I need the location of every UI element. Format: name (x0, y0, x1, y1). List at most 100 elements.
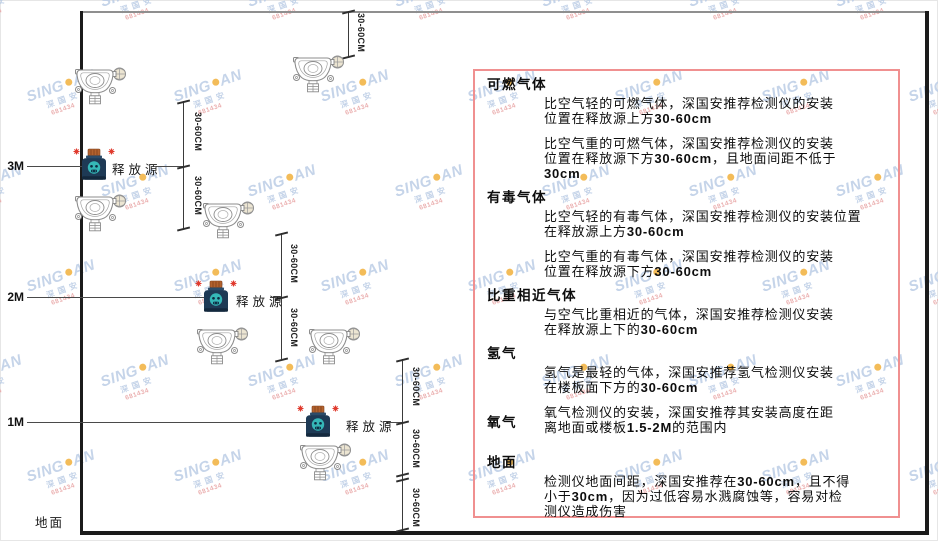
paragraph: 与空气比重相近的气体，深国安推荐检测仪安装 在释放源上下的30-60cm (544, 307, 886, 337)
dim-label: 30-60CM (356, 13, 366, 53)
text-line: 比空气重的可燃气体，深国安推荐检测仪的安装 (544, 136, 834, 151)
brand-dot-icon (432, 173, 442, 182)
left-wall-line (80, 11, 83, 533)
brand-dot-icon (211, 458, 221, 467)
paragraph: 比空气轻的有毒气体，深国安推荐检测仪的安装位置 在释放源上方30-60cm (544, 209, 886, 239)
dim-tick (176, 226, 190, 232)
section-hydrogen: 氢气 氢气是最轻的气体，深国安推荐氢气检测仪安装 在楼板面下方的30-60cm (487, 346, 886, 395)
watermark-brand-left: SING (833, 0, 875, 11)
paragraph: 比空气轻的可燃气体，深国安推荐检测仪的安装 位置在释放源上方30-60cm (544, 96, 886, 126)
paragraph: 比空气重的有毒气体，深国安推荐检测仪的安装 位置在释放源下方30-60cm (544, 249, 886, 279)
text-line: 位置在释放源下方30-60cm (544, 264, 713, 279)
watermark-brand-left: SING (539, 0, 581, 11)
watermark-code: 681434 (418, 197, 445, 212)
watermark-brand-left: SING (318, 266, 361, 296)
watermark-brand-right: AN (70, 256, 98, 280)
watermark-code: 681434 (932, 102, 938, 117)
watermark-subtitle: 深国安 (339, 279, 377, 300)
dim-label: 30-60CM (289, 308, 299, 348)
section-toxic-gas: 有毒气体 比空气轻的有毒气体，深国安推荐检测仪的安装位置 在释放源上方30-60… (487, 190, 886, 279)
text-line: 在楼板面下方的30-60cm (544, 380, 699, 395)
brand-dot-icon (285, 363, 295, 372)
paragraph: 氧气检测仪的安装，深国安推荐其安装高度在距 离地面或楼板1.5-2M的范围内 (544, 405, 886, 435)
watermark-code: 681434 (0, 7, 4, 22)
watermark-brand-right: AN (438, 161, 466, 185)
brand-dot-icon (64, 458, 74, 467)
watermark-brand-right: AN (291, 161, 319, 185)
paragraph: 比空气重的可燃气体，深国安推荐检测仪的安装 位置在释放源下方30-60cm，且地… (544, 136, 886, 181)
paragraph: 氢气是最轻的气体，深国安推荐氢气检测仪安装 在楼板面下方的30-60cm (544, 365, 886, 395)
floor-line (80, 531, 929, 535)
dim-label: 30-60CM (193, 112, 203, 152)
brand-dot-icon (211, 268, 221, 277)
watermark-subtitle: 深国安 (266, 0, 304, 15)
paragraph: 检测仪地面间距，深国安推荐在30-60cm，且不得 小于30cm，因为过低容易水… (544, 474, 886, 519)
watermark-subtitle: 深国安 (119, 184, 157, 205)
brand-dot-icon (211, 78, 221, 87)
watermark-brand-right: AN (364, 66, 392, 90)
watermark-code: 681434 (124, 387, 151, 402)
text-line: 氢气是最轻的气体，深国安推荐氢气检测仪安装 (544, 365, 834, 380)
watermark-code: 681434 (50, 482, 77, 497)
brand-dot-icon (64, 268, 74, 277)
connector-1m (386, 422, 402, 423)
watermark-subtitle: 深国安 (560, 0, 598, 15)
watermark-brand-left: SING (24, 456, 67, 486)
brand-dot-icon (285, 173, 295, 182)
dim-line-1m (402, 359, 403, 531)
text-line: 比空气轻的可燃气体，深国安推荐检测仪的安装 (544, 96, 834, 111)
watermark-brand-left: SING (906, 456, 938, 486)
watermark-brand-left: SING (24, 76, 67, 106)
watermark-brand-right: AN (217, 256, 245, 280)
watermark-code: 681434 (344, 292, 371, 307)
height-leader-3m (27, 166, 82, 167)
gas-detector-icon (74, 194, 126, 232)
text-line: 比空气重的有毒气体，深国安推荐检测仪的安装 (544, 249, 834, 264)
release-source-icon (296, 405, 340, 438)
watermark-subtitle: 深国安 (413, 184, 451, 205)
watermark-subtitle: 深国安 (119, 374, 157, 395)
brand-dot-icon (138, 363, 148, 372)
gas-detector-icon (299, 443, 351, 481)
dim-line-ceiling (348, 11, 349, 57)
watermark-brand-left: SING (245, 361, 288, 391)
ceiling-line (82, 11, 927, 13)
ground-label: 地面 (35, 516, 65, 530)
watermark-brand-left: SING (171, 456, 214, 486)
text-line: 在释放源上下的30-60cm (544, 322, 699, 337)
watermark-code: 681434 (271, 387, 298, 402)
section-heading: 氧气 (487, 415, 517, 430)
watermark-brand-left: SING (98, 361, 141, 391)
watermark-brand-right: AN (217, 66, 245, 90)
watermark-code: 681434 (271, 197, 298, 212)
watermark-brand-left: SING (24, 266, 67, 296)
section-oxygen: 氧气 氧气检测仪的安装，深国安推荐其安装高度在距 离地面或楼板1.5-2M的范围… (487, 405, 886, 435)
connector-3m (156, 166, 183, 167)
watermark-code: 681434 (932, 482, 938, 497)
watermark-brand-left: SING (906, 76, 938, 106)
watermark-subtitle: 深国安 (266, 374, 304, 395)
watermark-brand-left: SING (98, 0, 140, 11)
text-line: 检测仪地面间距，深国安推荐在30-60cm，且不得 (544, 474, 851, 489)
watermark-subtitle: 深国安 (119, 0, 157, 15)
info-panel-content: 可燃气体 比空气轻的可燃气体，深国安推荐检测仪的安装 位置在释放源上方30-60… (475, 71, 898, 519)
watermark-code: 681434 (197, 482, 224, 497)
release-source-label: 释放源 (346, 420, 396, 434)
watermark-brand-left: SING (392, 0, 434, 11)
release-source-icon (72, 148, 116, 181)
